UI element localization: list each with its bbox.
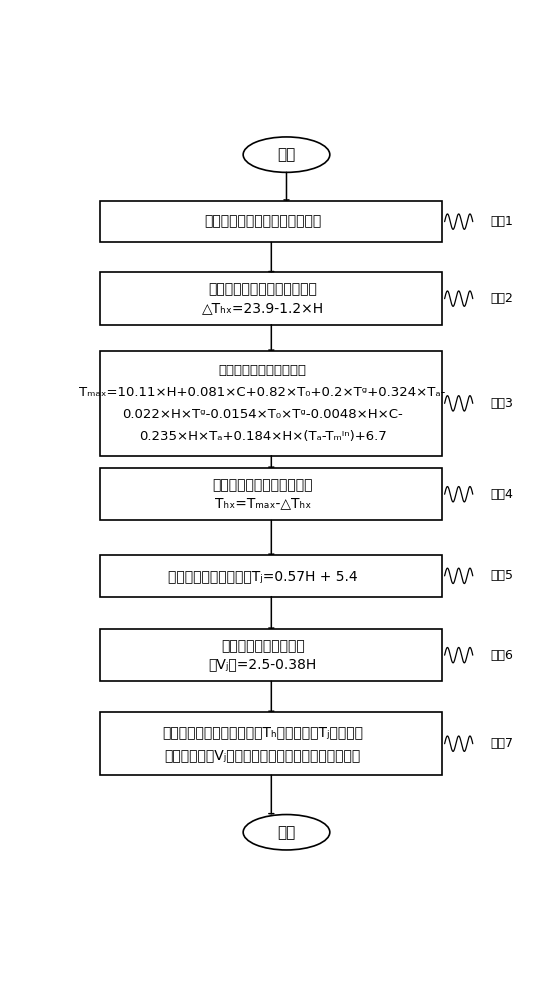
Text: 计算优化控制温降速率: 计算优化控制温降速率 [221, 639, 305, 653]
Text: 步骤6: 步骤6 [490, 649, 513, 662]
Ellipse shape [243, 815, 330, 850]
Text: 计算通水冷却优化时间Tⱼ=0.57H + 5.4: 计算通水冷却优化时间Tⱼ=0.57H + 5.4 [168, 569, 357, 583]
Text: 0.022×H×Tᵍ-0.0154×T₀×Tᵍ-0.0048×H×C-: 0.022×H×Tᵍ-0.0154×T₀×Tᵍ-0.0048×H×C- [122, 408, 403, 421]
Text: 步骤3: 步骤3 [490, 397, 513, 410]
Bar [100, 555, 443, 597]
Bar [100, 712, 443, 775]
Text: △Tₕₓ=23.9-1.2×H: △Tₕₓ=23.9-1.2×H [202, 301, 324, 315]
Bar [100, 272, 443, 325]
Text: 步骤5: 步骤5 [490, 569, 513, 582]
Text: 0.235×H×Tₐ+0.184×H×(Tₐ-Tₘᴵⁿ)+6.7: 0.235×H×Tₐ+0.184×H×(Tₐ-Tₘᴵⁿ)+6.7 [139, 430, 386, 443]
Text: 步骤2: 步骤2 [490, 292, 513, 305]
Text: 步骤1: 步骤1 [490, 215, 513, 228]
Text: Tₕₓ=Tₘₐₓ-△Tₕₓ: Tₕₓ=Tₘₐₓ-△Tₕₓ [215, 497, 311, 511]
Text: 计算衬砂砖内部最高温度: 计算衬砂砖内部最高温度 [219, 364, 307, 377]
Bar [100, 351, 443, 456]
Text: 【Vⱼ】=2.5-0.38H: 【Vⱼ】=2.5-0.38H [209, 658, 317, 672]
Text: 开始: 开始 [277, 147, 296, 162]
Text: 结束: 结束 [277, 825, 296, 840]
Text: 根据通水冷却优嚄控制水温Tₕ、优嚄时间Tⱼ、优嚄控: 根据通水冷却优嚄控制水温Tₕ、优嚄时间Tⱼ、优嚄控 [162, 725, 363, 739]
Bar [100, 629, 443, 681]
Text: 步骤7: 步骤7 [490, 737, 513, 750]
Text: 获取衬砂砖通水冷却温控用资料: 获取衬砂砖通水冷却温控用资料 [204, 215, 321, 229]
Bar [100, 468, 443, 520]
Bar [100, 201, 443, 242]
Text: 计算通水冷却优化控制水温差: 计算通水冷却优化控制水温差 [208, 282, 317, 296]
Ellipse shape [243, 137, 330, 172]
Text: 计算通水冷却优化控制水温: 计算通水冷却优化控制水温 [212, 478, 313, 492]
Text: 步骤4: 步骤4 [490, 488, 513, 501]
Text: Tₘₐₓ=10.11×H+0.081×C+0.82×T₀+0.2×Tᵍ+0.324×Tₐ-: Tₘₐₓ=10.11×H+0.081×C+0.82×T₀+0.2×Tᵍ+0.32… [79, 386, 446, 399]
Text: 制温降速率【Vⱼ】优嚄不同厅度衬砂砖通水冷却措施: 制温降速率【Vⱼ】优嚄不同厅度衬砂砖通水冷却措施 [164, 748, 361, 762]
